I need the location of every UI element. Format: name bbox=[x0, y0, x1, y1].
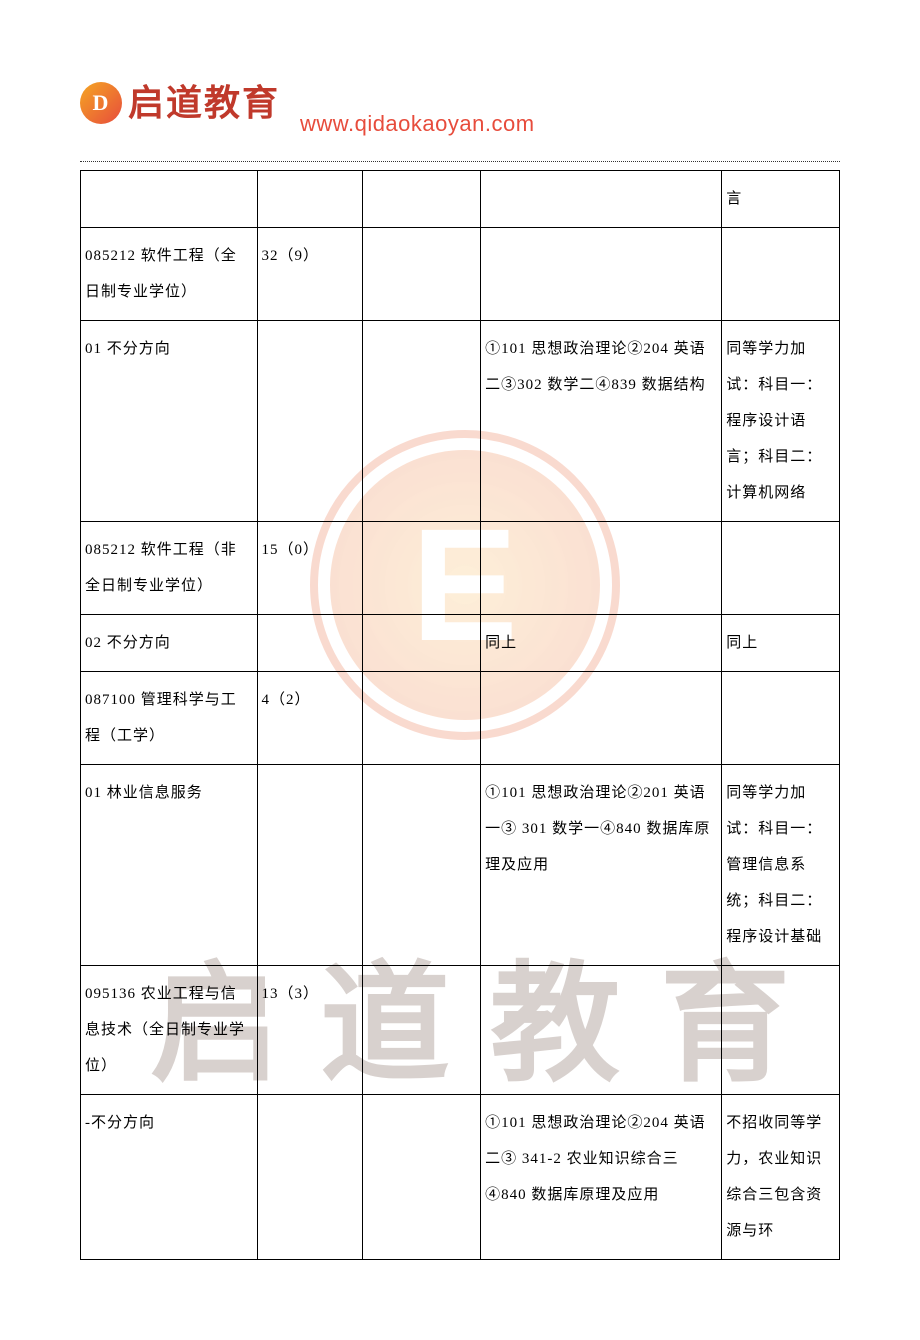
table-cell bbox=[363, 966, 481, 1095]
table-cell bbox=[722, 228, 840, 321]
table-cell bbox=[363, 171, 481, 228]
table-cell: 同上 bbox=[481, 615, 722, 672]
table-row: 01 不分方向 ①101 思想政治理论②204 英语二③302 数学二④839 数… bbox=[81, 321, 840, 522]
table-row: 02 不分方向 同上同上 bbox=[81, 615, 840, 672]
table-cell: 言 bbox=[722, 171, 840, 228]
table-cell: 085212 软件工程（非全日制专业学位） bbox=[81, 522, 258, 615]
table-cell: 087100 管理科学与工程（工学） bbox=[81, 672, 258, 765]
table-row: 095136 农业工程与信息技术（全日制专业学位）13（3） bbox=[81, 966, 840, 1095]
table-cell: 095136 农业工程与信息技术（全日制专业学位） bbox=[81, 966, 258, 1095]
table-cell: 同上 bbox=[722, 615, 840, 672]
header-divider bbox=[80, 161, 840, 162]
table-cell bbox=[481, 171, 722, 228]
table-cell bbox=[363, 321, 481, 522]
table-cell: 同等学力加试：科目一：程序设计语言；科目二：计算机网络 bbox=[722, 321, 840, 522]
table-cell: 01 不分方向 bbox=[81, 321, 258, 522]
table-cell: 32（9） bbox=[257, 228, 363, 321]
logo-icon: D bbox=[80, 82, 122, 124]
table-cell bbox=[81, 171, 258, 228]
table-cell bbox=[722, 522, 840, 615]
table-cell bbox=[481, 672, 722, 765]
table-cell bbox=[257, 321, 363, 522]
table-cell bbox=[722, 672, 840, 765]
catalog-table: 言085212 软件工程（全日制专业学位）32（9）01 不分方向①101 思想… bbox=[80, 170, 840, 1260]
table-cell: ①101 思想政治理论②204 英语二③ 341-2 农业知识综合三④840 数… bbox=[481, 1095, 722, 1260]
table-cell bbox=[363, 672, 481, 765]
table-cell bbox=[722, 966, 840, 1095]
table-row: 087100 管理科学与工程（工学）4（2） bbox=[81, 672, 840, 765]
logo-section: D 启道教育 bbox=[80, 60, 280, 146]
logo-text: 启道教育 bbox=[128, 60, 280, 146]
table-cell bbox=[363, 522, 481, 615]
table-cell: ①101 思想政治理论②204 英语二③302 数学二④839 数据结构 bbox=[481, 321, 722, 522]
table-cell: 不招收同等学力，农业知识综合三包含资源与环 bbox=[722, 1095, 840, 1260]
table-cell bbox=[363, 765, 481, 966]
table-cell: 4（2） bbox=[257, 672, 363, 765]
page-header: D 启道教育 www.qidaokaoyan.com bbox=[80, 60, 840, 146]
url-text: www.qidaokaoyan.com bbox=[300, 98, 535, 151]
table-row: 085212 软件工程（全日制专业学位）32（9） bbox=[81, 228, 840, 321]
table-cell: ①101 思想政治理论②201 英语一③ 301 数学一④840 数据库原理及应… bbox=[481, 765, 722, 966]
table-cell: 085212 软件工程（全日制专业学位） bbox=[81, 228, 258, 321]
table-row: 01 林业信息服务 ①101 思想政治理论②201 英语一③ 301 数学一④84… bbox=[81, 765, 840, 966]
table-row: 085212 软件工程（非全日制专业学位）15（0） bbox=[81, 522, 840, 615]
table-cell: 02 不分方向 bbox=[81, 615, 258, 672]
table-cell bbox=[363, 228, 481, 321]
table-cell bbox=[363, 1095, 481, 1260]
table-cell: -不分方向 bbox=[81, 1095, 258, 1260]
table-row: 言 bbox=[81, 171, 840, 228]
table-cell bbox=[257, 765, 363, 966]
table-cell: 01 林业信息服务 bbox=[81, 765, 258, 966]
table-cell bbox=[481, 522, 722, 615]
table-cell: 13（3） bbox=[257, 966, 363, 1095]
table-cell bbox=[481, 228, 722, 321]
table-cell bbox=[257, 171, 363, 228]
table-cell bbox=[363, 615, 481, 672]
table-cell: 同等学力加试：科目一：管理信息系统；科目二：程序设计基础 bbox=[722, 765, 840, 966]
table-cell: 15（0） bbox=[257, 522, 363, 615]
table-row: -不分方向 ①101 思想政治理论②204 英语二③ 341-2 农业知识综合三④… bbox=[81, 1095, 840, 1260]
table-cell bbox=[481, 966, 722, 1095]
table-cell bbox=[257, 1095, 363, 1260]
table-cell bbox=[257, 615, 363, 672]
